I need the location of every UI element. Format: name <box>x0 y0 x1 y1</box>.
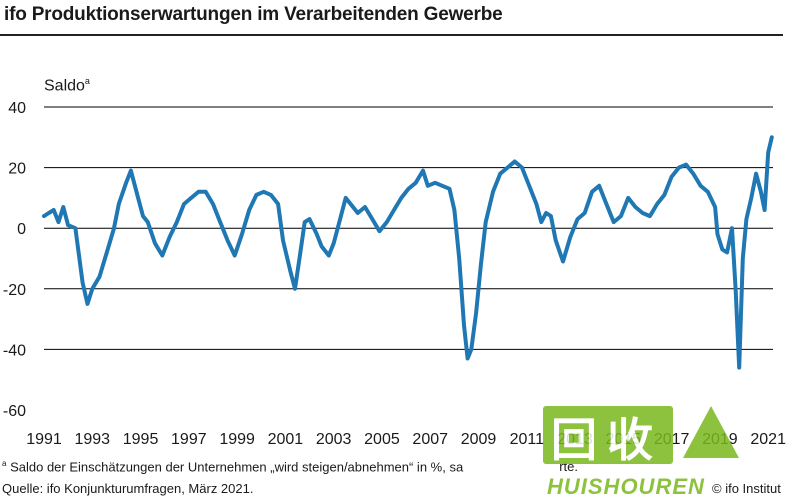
y-tick-label: 40 <box>8 100 26 117</box>
y-axis-label-text: Saldo <box>44 77 85 95</box>
x-tick-label: 1997 <box>171 431 207 448</box>
x-tick-label: 1993 <box>74 431 110 448</box>
footnote-text: Saldo der Einschätzungen der Unternehmen… <box>10 459 464 475</box>
watermark-text: HUISHOUREN <box>547 474 705 499</box>
x-tick-label: 1991 <box>26 431 62 448</box>
source-note: Quelle: ifo Konjunkturumfragen, März 202… <box>2 481 254 496</box>
y-axis-label-footnote-mark: a <box>84 76 90 86</box>
x-tick-label: 2007 <box>412 431 448 448</box>
series-line <box>42 135 774 370</box>
x-tick-label: 2003 <box>316 431 352 448</box>
y-tick-label: -60 <box>3 403 26 420</box>
x-tick-label: 1995 <box>123 431 159 448</box>
y-tick-label: -20 <box>3 282 26 299</box>
x-tick-label: 2005 <box>364 431 400 448</box>
watermark-box <box>543 406 673 464</box>
x-tick-label: 2009 <box>461 431 497 448</box>
gridlines <box>44 106 773 350</box>
y-tick-label: -40 <box>3 342 26 359</box>
x-tick-label: 2011 <box>510 431 545 448</box>
x-tick-label: 2021 <box>750 431 786 448</box>
y-tick-label: 0 <box>17 221 26 238</box>
y-tick-label: 20 <box>8 161 26 178</box>
series-layer <box>42 135 774 370</box>
copyright-note: © ifo Institut <box>712 481 781 496</box>
footnote: a Saldo der Einschätzungen der Unternehm… <box>2 459 578 474</box>
x-tick-label: 1999 <box>219 431 255 448</box>
footnote-mark: a <box>2 459 7 468</box>
y-tick-labels: 40 20 0 -20 -40 -60 <box>3 100 26 420</box>
chart-title: ifo Produktionserwartungen im Verarbeite… <box>4 4 503 25</box>
x-tick-label: 2001 <box>268 431 304 448</box>
watermark-triangle-icon <box>683 406 739 458</box>
y-axis-label: Saldoa <box>44 76 90 95</box>
title-rule <box>0 34 783 36</box>
watermark-logo: 回收 HUISHOUREN <box>543 400 741 500</box>
watermark-chars: 回收 <box>551 414 663 466</box>
